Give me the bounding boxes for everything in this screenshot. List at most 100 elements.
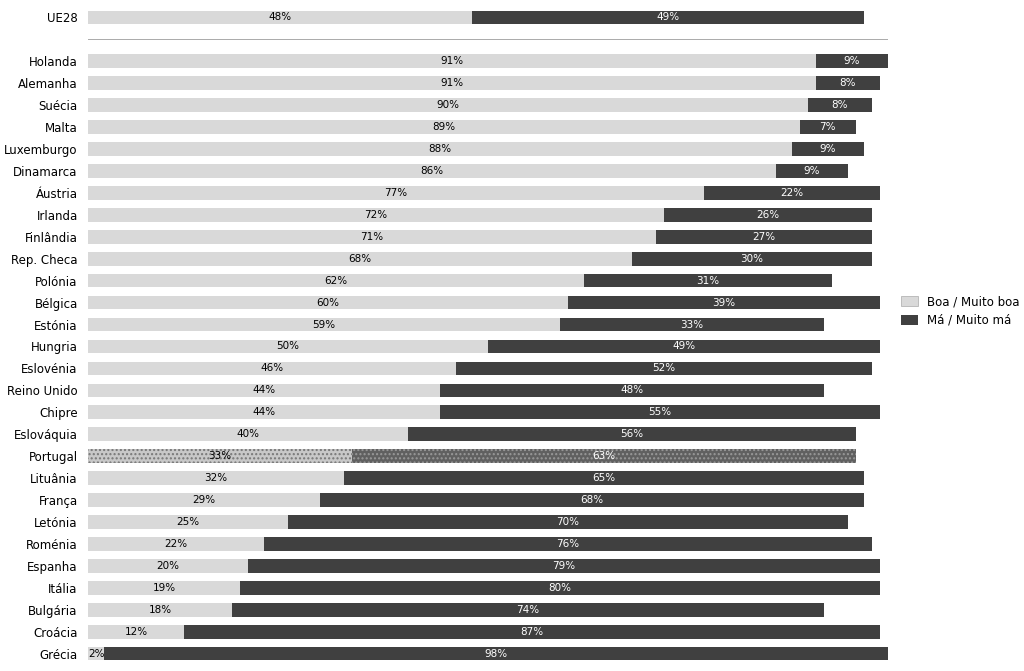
Bar	[232, 603, 823, 617]
Text: 48%: 48%	[268, 12, 292, 22]
Text: 56%: 56%	[621, 429, 643, 440]
Bar	[88, 54, 815, 68]
Text: 50%: 50%	[276, 342, 299, 352]
Text: 68%: 68%	[348, 254, 372, 264]
Bar	[88, 252, 632, 266]
Text: 80%: 80%	[548, 583, 571, 593]
Text: 65%: 65%	[592, 473, 615, 483]
Bar	[88, 164, 775, 178]
Bar	[815, 54, 888, 68]
Bar	[88, 450, 352, 463]
Text: 70%: 70%	[556, 517, 580, 527]
Text: 76%: 76%	[556, 539, 580, 549]
Bar	[792, 142, 863, 156]
Bar	[703, 186, 880, 200]
Text: 31%: 31%	[696, 276, 719, 286]
Bar	[440, 405, 880, 419]
Text: 52%: 52%	[652, 364, 675, 374]
Text: 88%: 88%	[428, 144, 452, 154]
Text: 77%: 77%	[384, 188, 408, 198]
Legend: Boa / Muito boa, Má / Muito má: Boa / Muito boa, Má / Muito má	[901, 295, 1020, 327]
Text: 22%: 22%	[165, 539, 187, 549]
Bar	[567, 296, 880, 309]
Bar	[88, 647, 104, 660]
Bar	[88, 559, 248, 573]
Bar	[808, 98, 871, 112]
Text: 72%: 72%	[365, 210, 387, 220]
Bar	[88, 11, 472, 24]
Text: 89%: 89%	[432, 122, 456, 132]
Bar	[104, 647, 888, 660]
Text: 33%: 33%	[209, 451, 231, 461]
Bar	[88, 340, 487, 353]
Bar	[815, 76, 880, 90]
Text: 55%: 55%	[648, 407, 672, 417]
Bar	[248, 559, 880, 573]
Text: 68%: 68%	[581, 495, 603, 505]
Bar	[88, 120, 800, 134]
Bar	[88, 384, 440, 397]
Text: 91%: 91%	[440, 78, 464, 88]
Bar	[487, 340, 880, 353]
Bar	[264, 537, 871, 551]
Text: 12%: 12%	[125, 627, 147, 637]
Bar	[664, 208, 871, 221]
Text: 60%: 60%	[316, 297, 339, 307]
Text: 32%: 32%	[205, 473, 227, 483]
Bar	[88, 296, 567, 309]
Text: 79%: 79%	[552, 561, 575, 571]
Bar	[352, 450, 855, 463]
Bar	[88, 450, 352, 463]
Bar	[408, 427, 855, 441]
Text: 86%: 86%	[420, 166, 443, 176]
Text: 71%: 71%	[360, 231, 383, 242]
Text: 30%: 30%	[740, 254, 763, 264]
Bar	[456, 362, 871, 375]
Text: 44%: 44%	[252, 385, 275, 395]
Bar	[88, 581, 240, 595]
Text: 2%: 2%	[88, 649, 104, 659]
Bar	[88, 405, 440, 419]
Bar	[88, 186, 703, 200]
Bar	[88, 515, 288, 529]
Bar	[775, 164, 848, 178]
Text: 9%: 9%	[803, 166, 820, 176]
Text: 48%: 48%	[621, 385, 643, 395]
Text: 49%: 49%	[672, 342, 695, 352]
Bar	[88, 537, 264, 551]
Text: 25%: 25%	[176, 517, 200, 527]
Bar	[88, 98, 808, 112]
Bar	[88, 76, 815, 90]
Text: 26%: 26%	[756, 210, 779, 220]
Bar	[472, 11, 863, 24]
Text: 44%: 44%	[252, 407, 275, 417]
Text: 39%: 39%	[712, 297, 735, 307]
Text: 62%: 62%	[325, 276, 347, 286]
Text: 98%: 98%	[484, 649, 507, 659]
Bar	[88, 362, 456, 375]
Text: 7%: 7%	[819, 122, 836, 132]
Text: 59%: 59%	[312, 319, 336, 329]
Bar	[655, 230, 871, 244]
Bar	[800, 120, 855, 134]
Text: 63%: 63%	[592, 451, 615, 461]
Bar	[88, 603, 232, 617]
Text: 46%: 46%	[260, 364, 284, 374]
Bar	[88, 493, 319, 507]
Bar	[440, 384, 823, 397]
Text: 29%: 29%	[193, 495, 216, 505]
Bar	[88, 230, 655, 244]
Text: 33%: 33%	[680, 319, 703, 329]
Text: 8%: 8%	[840, 78, 856, 88]
Text: 90%: 90%	[436, 100, 460, 110]
Text: 19%: 19%	[153, 583, 175, 593]
Text: 40%: 40%	[237, 429, 259, 440]
Bar	[88, 274, 584, 287]
Bar	[632, 252, 871, 266]
Text: 49%: 49%	[656, 12, 679, 22]
Bar	[88, 625, 184, 639]
Bar	[184, 625, 880, 639]
Text: 91%: 91%	[440, 56, 464, 66]
Text: 87%: 87%	[520, 627, 544, 637]
Bar	[240, 581, 880, 595]
